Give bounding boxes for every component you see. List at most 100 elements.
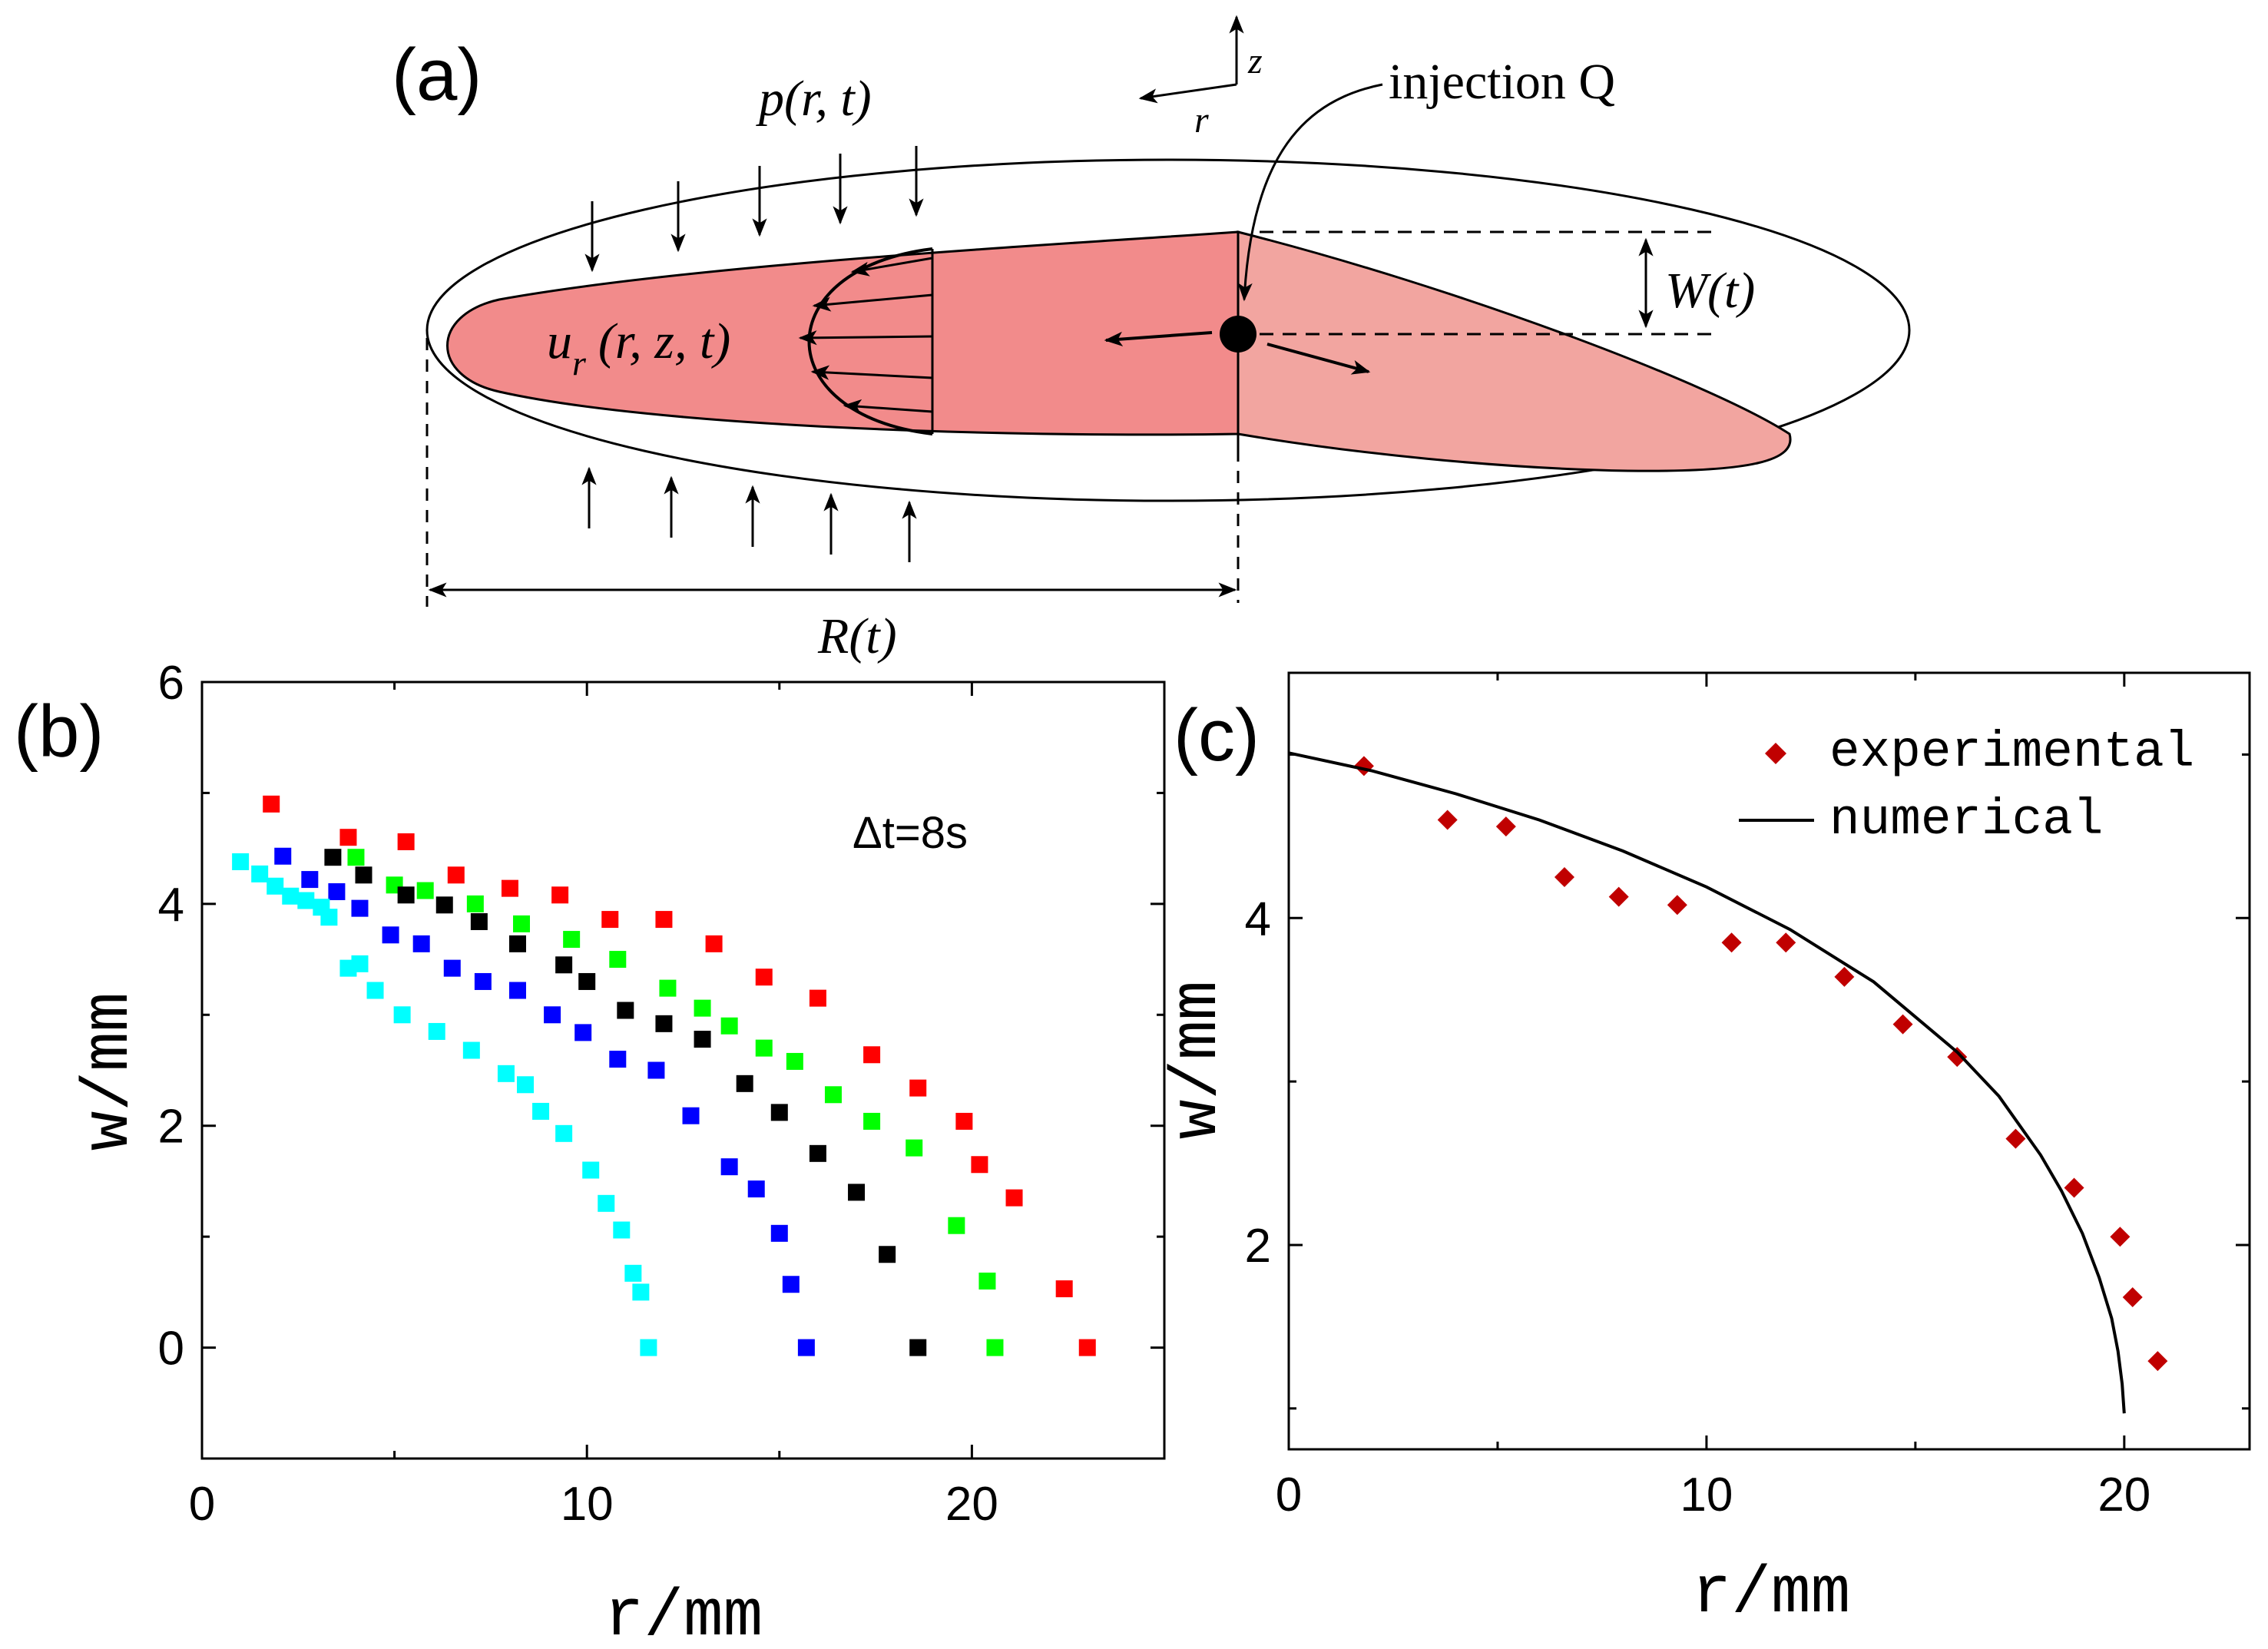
data-point-red: [955, 1112, 973, 1130]
data-point-black: [909, 1339, 927, 1356]
data-point-red: [447, 866, 465, 884]
data-point-green: [906, 1139, 923, 1157]
data-point-blue: [274, 847, 292, 865]
velocity-arrow: [850, 257, 933, 276]
velocity-arrow: [843, 399, 933, 415]
data-point-green: [986, 1339, 1004, 1356]
data-point-green: [659, 979, 677, 997]
velocity-arrow: [810, 365, 933, 380]
x-axis-label: r/mm: [604, 1579, 763, 1649]
x-tick-label: 0: [1276, 1469, 1302, 1522]
x-axis-label: r/mm: [1692, 1556, 1850, 1631]
panel-b-chart: (b) 0 10 20 0 2 4 6 Δt=8s r/mm w/mm: [14, 657, 1166, 1649]
data-point-blue: [382, 926, 399, 944]
data-point-experimental: [1608, 886, 1629, 907]
data-point-red: [909, 1079, 927, 1097]
data-point-black: [879, 1246, 896, 1263]
annotation-delta-t: Δt=8s: [853, 808, 968, 858]
data-point-green: [563, 931, 581, 949]
data-point-blue: [609, 1051, 627, 1068]
y-tick-label: 2: [1245, 1220, 1271, 1273]
data-point-red: [551, 886, 569, 904]
data-point-blue: [412, 935, 430, 952]
data-point-blue: [574, 1024, 592, 1041]
velocity-arguments: (r, z, t): [598, 313, 730, 369]
data-point-experimental: [1834, 966, 1855, 987]
crack-left-lobe: [446, 230, 1240, 436]
axes: 0 10 20 2 4: [1245, 673, 2250, 1522]
injection-arrow: [1237, 83, 1383, 302]
data-point-green: [786, 1052, 803, 1070]
data-point-black: [555, 956, 573, 974]
data-point-cyan: [517, 1076, 535, 1094]
data-point-black: [694, 1031, 711, 1048]
x-tick-label: 0: [189, 1478, 215, 1531]
data-point-black: [736, 1074, 753, 1092]
plot-frame: [1287, 671, 2251, 1451]
data-point-green: [694, 999, 711, 1017]
data-point-black: [655, 1015, 673, 1032]
data-point-cyan: [351, 955, 369, 972]
data-point-blue: [351, 899, 369, 917]
data-point-black: [809, 1144, 826, 1162]
data-point-black: [848, 1184, 866, 1201]
injection-point: [1220, 316, 1257, 353]
data-point-experimental: [2147, 1351, 2168, 1372]
y-tick-label: 0: [158, 1323, 184, 1376]
data-point-blue: [508, 982, 526, 999]
legend: experimental numerical: [1739, 724, 2194, 849]
data-point-blue: [544, 1006, 561, 1024]
data-point-red: [501, 879, 518, 897]
data-point-red: [809, 989, 826, 1007]
data-point-experimental: [1776, 932, 1796, 953]
y-tick-label: 4: [158, 879, 184, 932]
data-point-blue: [443, 959, 461, 977]
crack-right-lobe: [1237, 230, 1792, 472]
data-point-blue: [720, 1158, 738, 1176]
y-tick-label: 2: [158, 1101, 184, 1154]
data-point-black: [324, 849, 342, 866]
data-point-experimental: [1437, 810, 1458, 830]
data-point-red: [1078, 1339, 1096, 1356]
velocity-symbol: u: [547, 313, 572, 369]
coord-r-axis: [1138, 83, 1237, 104]
data-point-red: [263, 795, 280, 813]
data-point-cyan: [532, 1102, 550, 1120]
data-point-cyan: [555, 1124, 573, 1142]
data-point-cyan: [267, 877, 284, 895]
data-point-red: [601, 911, 619, 929]
data-point-experimental: [2122, 1287, 2143, 1308]
data-point-green: [948, 1217, 965, 1234]
data-point-green: [863, 1112, 881, 1130]
data-point-cyan: [297, 892, 315, 909]
pressure-label: p(r, t): [756, 71, 872, 127]
radius-label: R(t): [817, 608, 897, 664]
data-point-red: [397, 833, 415, 850]
velocity-arrow: [812, 293, 933, 312]
data-point-blue: [797, 1339, 815, 1356]
data-point-blue: [782, 1276, 800, 1293]
data-point-experimental: [2064, 1177, 2084, 1198]
data-point-black: [435, 896, 453, 914]
data-point-cyan: [640, 1339, 657, 1356]
data-point-red: [863, 1046, 881, 1064]
data-point-cyan: [251, 865, 269, 882]
coord-r-label: r: [1194, 100, 1209, 141]
panel-b-label: (b): [14, 690, 104, 773]
data-point-black: [770, 1104, 788, 1121]
data-point-cyan: [393, 1006, 411, 1024]
data-point-cyan: [582, 1161, 600, 1179]
data-point-experimental: [1667, 895, 1687, 916]
velocity-subscript: r: [572, 343, 587, 382]
data-point-red: [755, 969, 773, 986]
data-point-cyan: [428, 1022, 445, 1040]
data-point-green: [512, 915, 530, 932]
data-point-cyan: [462, 1041, 480, 1059]
data-point-cyan: [497, 1065, 515, 1082]
data-point-experimental: [1495, 816, 1516, 837]
data-point-green: [720, 1017, 738, 1035]
data-point-blue: [647, 1061, 665, 1079]
legend-numerical-label: numerical: [1829, 791, 2103, 849]
coord-z-label: z: [1247, 41, 1263, 81]
